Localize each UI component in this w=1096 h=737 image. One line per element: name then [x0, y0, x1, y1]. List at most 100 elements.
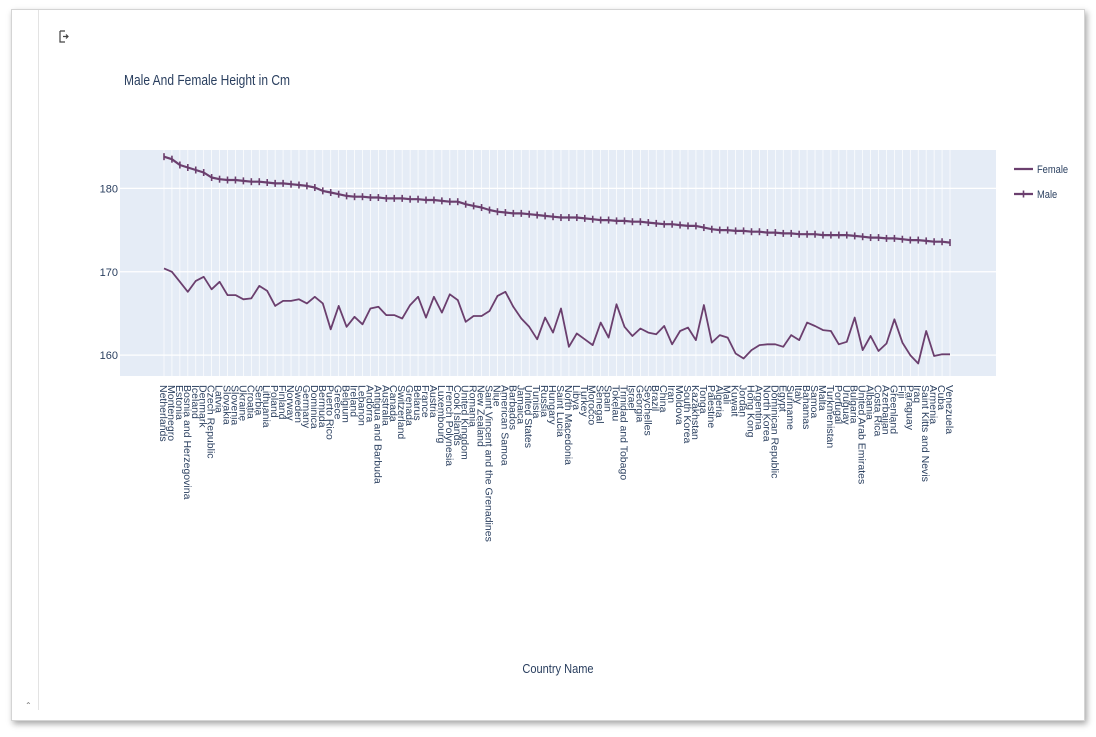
x-tick-label: Latvia [213, 385, 225, 413]
plot-area [120, 150, 996, 376]
x-tick-label: Antigua and Barbuda [371, 385, 383, 484]
series-line-male [163, 155, 951, 244]
x-tick-label: Estonia [173, 385, 185, 420]
x-tick-label: United Kingdom [459, 385, 471, 460]
x-tick-label: Belgium [340, 385, 352, 423]
x-tick-label: Barbados [506, 385, 518, 430]
x-tick-label: Belarus [411, 385, 423, 421]
gridlines [120, 150, 996, 376]
x-tick-label: Ukraine [236, 385, 248, 421]
y-tick-label: 160 [100, 350, 118, 362]
x-axis-title: Country Name [522, 661, 593, 676]
legend-item-female[interactable]: Female [1014, 164, 1068, 176]
legend-label: Male [1037, 189, 1058, 201]
series-line-female [163, 267, 950, 365]
legend-item-male[interactable]: Male [1014, 189, 1058, 201]
x-tick-label: Tokelau [610, 385, 622, 421]
x-tick-label: Hong Kong [745, 385, 757, 438]
x-tick-label: Serbia [252, 385, 264, 416]
x-tick-label: Andorra [363, 385, 375, 423]
x-tick-label: Venezuela [943, 385, 955, 434]
x-tick-label: Palestine [705, 385, 717, 428]
x-tick-label: Egypt [776, 385, 788, 412]
series-lines [163, 153, 951, 365]
x-tick-label: Spain [602, 385, 614, 412]
x-tick-label: North Korea [760, 385, 772, 442]
x-tick-label: Kazakhstan [689, 385, 701, 440]
x-tick-label: Argentina [752, 385, 764, 430]
x-tick-label: Slovakia [221, 385, 233, 425]
x-tick-label: Bahamas [800, 385, 812, 429]
x-tick-label: French Polynesia [443, 385, 455, 466]
x-tick-label: Trinidad and Tobago [617, 385, 629, 480]
x-tick-label: South Korea [681, 385, 693, 444]
x-tick-label: Paraguay [903, 385, 915, 431]
x-tick-label: Moldova [673, 385, 685, 425]
x-tick-label: Jamaica [514, 385, 526, 424]
x-tick-label: Norway [284, 385, 296, 421]
legend-label: Female [1037, 164, 1068, 176]
x-tick-label: Cuba [935, 385, 947, 410]
x-tick-label: Fiji [895, 385, 907, 398]
x-tick-label: United States [522, 385, 534, 448]
x-tick-label: Czech Republic [205, 385, 217, 459]
x-tick-label: Samoa [808, 385, 820, 418]
x-tick-label: Brazil [649, 385, 661, 411]
x-tick-label: New Zealand [475, 385, 487, 447]
x-tick-label: Portugal [832, 385, 844, 424]
x-tick-label: Tunisia [530, 385, 542, 419]
x-tick-label: Georgia [633, 385, 645, 423]
x-tick-label: Niue [490, 385, 502, 407]
x-tick-label: Iraq [911, 385, 923, 403]
x-tick-label: American Samoa [498, 385, 510, 466]
x-tick-label: Iceland [189, 385, 201, 419]
x-tick-label: Puerto Rico [324, 385, 336, 440]
x-tick-label: Australia [379, 385, 391, 426]
x-tick-label: Uruguay [840, 385, 852, 425]
x-tick-label: Turkey [578, 385, 590, 417]
x-tick-label: Slovenia [228, 385, 240, 425]
x-tick-label: Greenland [887, 385, 899, 434]
x-tick-label: Suriname [784, 385, 796, 430]
x-tick-label: Israel [625, 385, 637, 411]
x-tick-label: Algeria [713, 385, 725, 418]
x-tick-label: Senegal [594, 385, 606, 424]
x-tick-label: France [419, 385, 431, 418]
x-tick-label: Mali [721, 385, 733, 404]
x-tick-label: Cook Islands [451, 385, 463, 446]
x-tick-label: Kuwait [729, 385, 741, 417]
y-tick-label: 180 [100, 183, 118, 195]
x-tick-label: Jordan [737, 385, 749, 417]
x-tick-label: Montenegro [165, 385, 177, 441]
y-tick-label: 170 [100, 267, 118, 279]
x-tick-label: Denmark [197, 385, 209, 428]
x-tick-label: Italy [792, 385, 804, 405]
x-tick-label: Ireland [348, 385, 360, 417]
x-tick-label: Costa Rica [872, 385, 884, 437]
x-tick-label: Switzerland [395, 385, 407, 439]
x-tick-label: Albania [864, 385, 876, 420]
x-tick-label: North Macedonia [562, 385, 574, 465]
export-icon[interactable] [59, 30, 69, 43]
x-tick-label: China [657, 385, 669, 413]
x-tick-label: Bermuda [316, 385, 328, 428]
x-tick-label: Bulgaria [848, 385, 860, 424]
x-tick-label: Luxembourg [435, 385, 447, 444]
x-tick-label: Austria [427, 385, 439, 418]
x-tick-label: Netherlands [157, 385, 169, 442]
x-tick-label: Lithuania [260, 385, 272, 428]
y-axis-ticks: 160 170 180 [100, 183, 118, 362]
x-tick-label: Tonga [697, 385, 709, 414]
x-tick-label: Armenia [927, 385, 939, 424]
x-tick-label: Saint Kitts and Nevis [919, 385, 931, 482]
x-tick-label: Saint Lucia [554, 385, 566, 437]
x-tick-label: Russia [538, 385, 550, 417]
x-tick-label: Dominica [308, 385, 320, 429]
x-tick-label: Grenada [403, 385, 415, 426]
x-tick-label: Saint Vincent and the Grenadines [483, 385, 495, 542]
x-tick-label: Bosnia and Herzegovina [181, 385, 193, 500]
resize-handle-icon[interactable]: ⌃ [25, 701, 32, 710]
legend[interactable]: Female Male [1014, 164, 1068, 201]
